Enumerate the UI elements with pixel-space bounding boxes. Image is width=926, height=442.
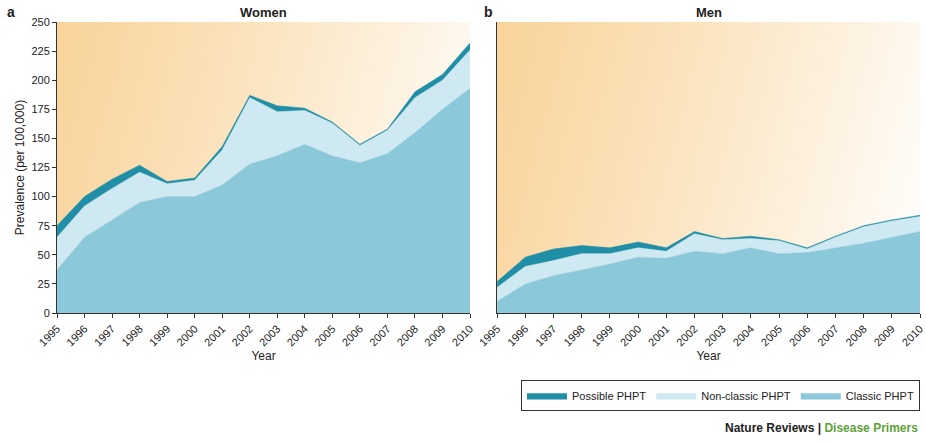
svg-text:2007: 2007 (367, 323, 393, 349)
svg-text:Men: Men (696, 5, 722, 20)
svg-text:2006: 2006 (339, 323, 365, 349)
svg-text:2004: 2004 (284, 323, 310, 349)
svg-text:a: a (7, 4, 15, 20)
svg-text:2006: 2006 (787, 323, 813, 349)
svg-text:2001: 2001 (202, 323, 228, 349)
svg-text:2008: 2008 (394, 323, 420, 349)
svg-text:1995: 1995 (477, 323, 503, 349)
svg-text:175: 175 (31, 103, 49, 115)
svg-text:2000: 2000 (174, 323, 200, 349)
svg-text:1996: 1996 (505, 323, 531, 349)
svg-text:2008: 2008 (843, 323, 869, 349)
svg-text:1995: 1995 (37, 323, 63, 349)
svg-text:1999: 1999 (147, 323, 173, 349)
svg-text:250: 250 (31, 16, 49, 28)
svg-text:100: 100 (31, 190, 49, 202)
svg-text:2009: 2009 (422, 323, 448, 349)
svg-text:2004: 2004 (730, 323, 756, 349)
svg-text:2002: 2002 (229, 323, 255, 349)
svg-text:Year: Year (696, 349, 720, 363)
svg-text:2010: 2010 (450, 323, 476, 349)
svg-text:150: 150 (31, 132, 49, 144)
svg-text:2001: 2001 (646, 323, 672, 349)
svg-text:Classic PHPT: Classic PHPT (846, 390, 914, 402)
svg-text:2003: 2003 (257, 323, 283, 349)
svg-text:25: 25 (38, 278, 50, 290)
svg-text:125: 125 (31, 161, 49, 173)
svg-text:Non-classic PHPT: Non-classic PHPT (701, 390, 791, 402)
svg-text:2005: 2005 (759, 323, 785, 349)
svg-text:2005: 2005 (312, 323, 338, 349)
svg-text:2009: 2009 (871, 323, 897, 349)
svg-text:Prevalence (per 100,000): Prevalence (per 100,000) (13, 100, 27, 235)
svg-text:75: 75 (38, 220, 50, 232)
svg-text:b: b (484, 4, 493, 20)
svg-text:2010: 2010 (900, 323, 926, 349)
svg-text:2003: 2003 (702, 323, 728, 349)
svg-text:Women: Women (240, 5, 287, 20)
svg-text:Nature Reviews | Disease Prime: Nature Reviews | Disease Primers (725, 421, 918, 435)
svg-text:50: 50 (38, 249, 50, 261)
svg-text:2002: 2002 (674, 323, 700, 349)
svg-text:1997: 1997 (533, 323, 559, 349)
svg-text:1998: 1998 (119, 323, 145, 349)
svg-text:1998: 1998 (561, 323, 587, 349)
svg-text:1996: 1996 (64, 323, 90, 349)
svg-text:Possible PHPT: Possible PHPT (572, 390, 646, 402)
svg-text:200: 200 (31, 74, 49, 86)
svg-text:1999: 1999 (589, 323, 615, 349)
svg-text:225: 225 (31, 45, 49, 57)
svg-text:Year: Year (251, 349, 275, 363)
svg-text:0: 0 (44, 307, 50, 319)
svg-text:1997: 1997 (92, 323, 118, 349)
svg-text:2000: 2000 (618, 323, 644, 349)
svg-text:2007: 2007 (815, 323, 841, 349)
